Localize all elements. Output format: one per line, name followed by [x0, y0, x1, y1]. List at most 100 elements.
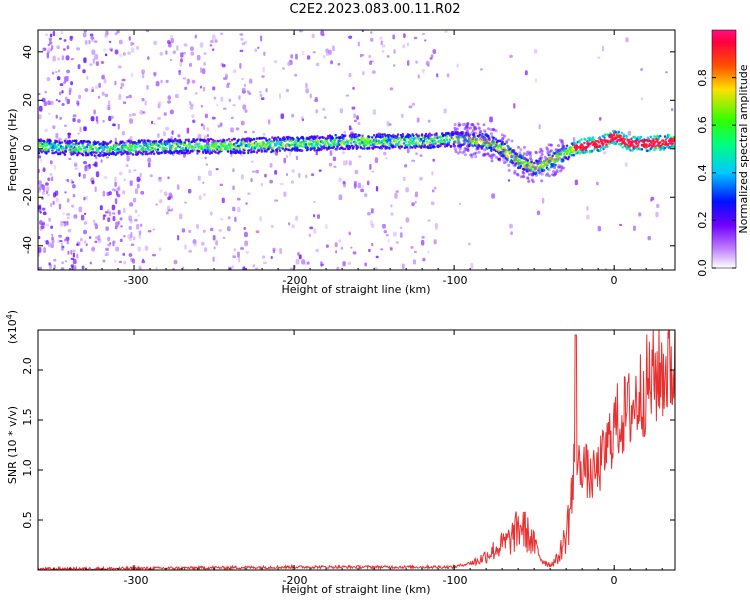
- spectrogram-cell: [153, 40, 158, 45]
- spectrogram-cell: [523, 160, 527, 164]
- spectrogram-cell: [347, 141, 350, 145]
- spectrogram-cell: [211, 138, 214, 142]
- spectrogram-cell: [109, 140, 113, 143]
- spectrogram-cell: [338, 239, 342, 243]
- spectrogram-cell: [58, 69, 61, 73]
- spectrogram-cell: [61, 103, 65, 106]
- colorbar-ticks: [712, 77, 736, 269]
- spectrogram-cell: [47, 100, 51, 106]
- spectrogram-cell: [311, 173, 315, 177]
- spectrogram-cell: [344, 147, 347, 151]
- spectrogram-cell: [94, 240, 98, 244]
- spectrogram-cell: [584, 138, 587, 141]
- spectrogram-cell: [368, 137, 371, 141]
- spectrogram-cell: [68, 157, 72, 161]
- spectrogram-cell: [663, 135, 667, 138]
- spectrogram-cell: [540, 172, 544, 176]
- spectrogram-cell: [129, 180, 133, 186]
- spectrogram-cell: [41, 144, 44, 148]
- spectrogram-cell: [486, 147, 489, 150]
- spectrogram-cell: [289, 150, 292, 156]
- spectrogram-cell: [362, 136, 365, 140]
- spectrogram-cell: [60, 267, 65, 270]
- spectrogram-cell: [525, 163, 529, 167]
- spectrogram-cell: [671, 139, 674, 143]
- spectrogram-cell: [126, 152, 129, 156]
- spectrogram-cell: [624, 142, 627, 146]
- spectrogram-cell: [563, 152, 566, 156]
- spectrogram-cell: [41, 97, 46, 103]
- spectrogram-cell: [72, 152, 75, 156]
- spectrogram-cell: [155, 266, 158, 270]
- spectrogram-cell: [153, 122, 156, 126]
- spectrogram-panel: -300 -200 -100 0 Height of straight line…: [6, 29, 676, 296]
- bottom-x-tick-label: -300: [124, 574, 149, 587]
- spectrogram-cell: [463, 141, 467, 145]
- spectrogram-cell: [102, 119, 105, 123]
- spectrogram-cell: [562, 158, 565, 162]
- spectrogram-cell: [189, 105, 194, 110]
- spectrogram-cell: [547, 174, 551, 178]
- spectrogram-cell: [436, 73, 439, 78]
- spectrogram-cell: [561, 142, 565, 145]
- spectrogram-cell: [63, 221, 67, 227]
- spectrogram-cell: [167, 196, 171, 201]
- spectrogram-cell: [574, 179, 578, 186]
- spectrogram-cell: [457, 124, 461, 127]
- spectrogram-cell: [78, 94, 82, 100]
- spectrogram-cell: [169, 109, 174, 115]
- spectrogram-cell: [233, 248, 236, 252]
- spectrogram-cell: [567, 156, 571, 159]
- spectrogram-cell: [147, 157, 152, 163]
- spectrogram-cell: [666, 142, 670, 146]
- spectrogram-cell: [427, 64, 430, 67]
- spectrogram-cell: [448, 139, 452, 142]
- spectrogram-cell: [86, 75, 89, 80]
- spectrogram-cell: [556, 170, 559, 174]
- spectrogram-cell: [392, 145, 395, 149]
- spectrogram-cell: [473, 152, 477, 156]
- spectrogram-cell: [424, 146, 428, 149]
- spectrogram-cell: [298, 254, 302, 260]
- spectrogram-cell: [149, 145, 152, 149]
- bottom-x-tick-label: -100: [443, 574, 468, 587]
- spectrogram-cell: [211, 116, 216, 120]
- spectrogram-cell: [107, 217, 111, 222]
- spectrogram-cell: [490, 149, 493, 153]
- spectrogram-cell: [227, 226, 231, 232]
- spectrogram-cell: [153, 152, 156, 156]
- spectrogram-cell: [245, 202, 248, 205]
- spectrogram-cell: [56, 76, 61, 81]
- spectrogram-cell: [72, 249, 76, 253]
- spectrogram-cell: [334, 133, 337, 137]
- spectrogram-cell: [169, 58, 173, 61]
- spectrogram-cell: [72, 184, 76, 189]
- spectrogram-cell: [118, 260, 123, 264]
- spectrogram-cell: [324, 224, 328, 229]
- spectrogram-cell: [94, 161, 98, 168]
- spectrogram-cell: [46, 77, 51, 82]
- spectrogram-cell: [427, 219, 431, 222]
- spectrogram-cell: [100, 142, 103, 145]
- spectrogram-cell: [363, 193, 368, 198]
- spectrogram-cell: [95, 116, 99, 122]
- spectrogram-cell: [82, 150, 86, 154]
- spectrogram-cell: [136, 176, 141, 183]
- spectrogram-cell: [578, 141, 581, 144]
- spectrogram-cell: [38, 145, 42, 148]
- spectrogram-cell: [424, 132, 428, 136]
- spectrogram-cell: [326, 135, 330, 138]
- spectrogram-cell: [456, 63, 459, 68]
- spectrogram-cell: [70, 153, 73, 156]
- spectrogram-cell: [382, 145, 385, 148]
- spectrogram-cell: [38, 187, 41, 193]
- spectrogram-cell: [619, 134, 623, 138]
- spectrogram-cell: [471, 129, 475, 132]
- spectrogram-cell: [96, 120, 99, 125]
- spectrogram-cell: [202, 151, 205, 154]
- spectrogram-cell: [196, 138, 199, 141]
- spectrogram-cell: [483, 135, 487, 139]
- spectrogram-cell: [561, 148, 565, 152]
- spectrogram-cell: [422, 68, 425, 74]
- spectrogram-cell: [76, 100, 80, 105]
